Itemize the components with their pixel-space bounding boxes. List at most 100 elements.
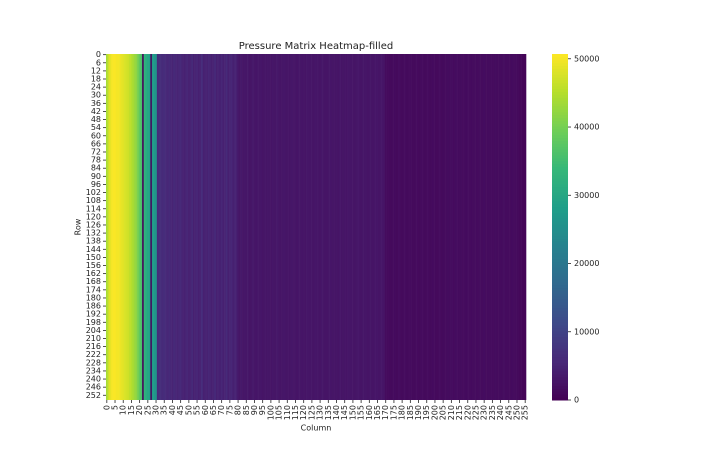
heatmap-column [517,54,520,400]
colorbar-segment [552,293,568,297]
heatmap-column [215,54,218,400]
colorbar-segment [552,77,568,81]
x-tick-label: 205 [439,405,448,420]
heatmap-column [416,54,419,400]
heatmap-column [302,54,305,400]
heatmap-column [379,54,382,400]
heatmap-column [207,54,210,400]
colorbar-segment [552,336,568,340]
colorbar-segment [552,330,568,335]
heatmap-column [521,54,524,400]
colorbar-segment [552,270,568,274]
colorbar-segment [552,189,568,193]
colorbar-segment [552,68,568,72]
x-tick-label: 245 [504,405,513,420]
heatmap-column [224,54,227,400]
colorbar-segment [552,348,568,352]
heatmap-column [327,54,330,400]
x-tick-label: 230 [480,405,489,420]
colorbar-segment [552,362,568,366]
heatmap-column [199,54,202,400]
colorbar-segment [552,388,568,392]
heatmap-column [273,54,276,400]
colorbar-segment [552,238,568,242]
heatmap-column [452,54,455,400]
heatmap-column [343,54,346,400]
heatmap-column [370,54,373,400]
heatmap-column [462,54,464,400]
heatmap-column [337,54,340,400]
heatmap-column [409,54,412,400]
heatmap-column [173,54,176,400]
heatmap-column [414,54,417,400]
heatmap-column [421,54,423,400]
heatmap-column [265,54,268,400]
heatmap-column [522,54,525,400]
x-tick-label: 225 [471,405,480,420]
heatmap-column [427,54,430,400]
heatmap-column [188,54,190,400]
x-tick-label: 180 [398,405,407,420]
colorbar-segment [552,368,568,372]
heatmap-column [430,54,433,400]
colorbar-tick-label: 40000 [574,123,599,132]
heatmap-column [268,54,271,400]
heatmap-column [250,54,253,400]
heatmap-column [181,54,184,400]
heatmap-column [156,54,159,400]
colorbar-segment [552,79,568,84]
y-tick-label: 186 [86,302,101,311]
heatmap-column [155,54,158,400]
x-tick-label: 195 [422,405,431,420]
heatmap-column [219,54,222,400]
colorbar-segment [552,325,568,329]
heatmap-column [311,54,314,400]
y-tick-label: 216 [86,342,101,351]
heatmap-column [455,54,458,400]
colorbar-segment [552,177,568,182]
y-tick-label: 48 [91,115,101,124]
heatmap-column [153,54,156,400]
heatmap-column [352,54,355,400]
colorbar-segment [552,304,568,309]
colorbar-segment [552,218,568,222]
x-tick-label: 250 [512,405,521,420]
colorbar-segment [552,94,568,98]
x-tick-label: 90 [250,405,259,415]
heatmap-column [125,54,128,400]
y-tick-label: 42 [91,107,101,116]
heatmap-column [158,54,161,400]
heatmap-column [393,54,396,400]
x-tick-label: 170 [381,405,390,420]
colorbar-segment [552,85,568,90]
x-tick-label: 40 [168,405,177,415]
colorbar-segment [552,215,568,219]
heatmap-column [148,54,151,400]
heatmap-column [211,54,213,400]
y-tick-label: 144 [86,245,101,254]
x-tick-label: 140 [332,405,341,420]
colorbar-segment [552,105,568,110]
heatmap-column [186,54,189,400]
x-tick-label: 120 [299,405,308,420]
heatmap-column [483,54,486,400]
x-tick-label: 175 [389,405,398,420]
colorbar-segment [552,394,568,398]
colorbar-segment [552,203,568,208]
x-tick-label: 70 [217,405,226,415]
colorbar-segment [552,287,568,291]
x-tick-label: 145 [340,405,349,420]
colorbar-segment [552,209,568,214]
heatmap-column [109,54,112,400]
colorbar-segment [552,252,568,257]
heatmap-column [217,54,220,400]
heatmap-column [509,54,512,400]
y-tick-label: 132 [86,229,101,238]
colorbar-segment [552,163,568,167]
heatmap-column [325,54,328,400]
heatmap-column [179,54,182,400]
heatmap-column [197,54,200,400]
heatmap-column [253,54,256,400]
x-tick-label: 115 [291,405,300,420]
